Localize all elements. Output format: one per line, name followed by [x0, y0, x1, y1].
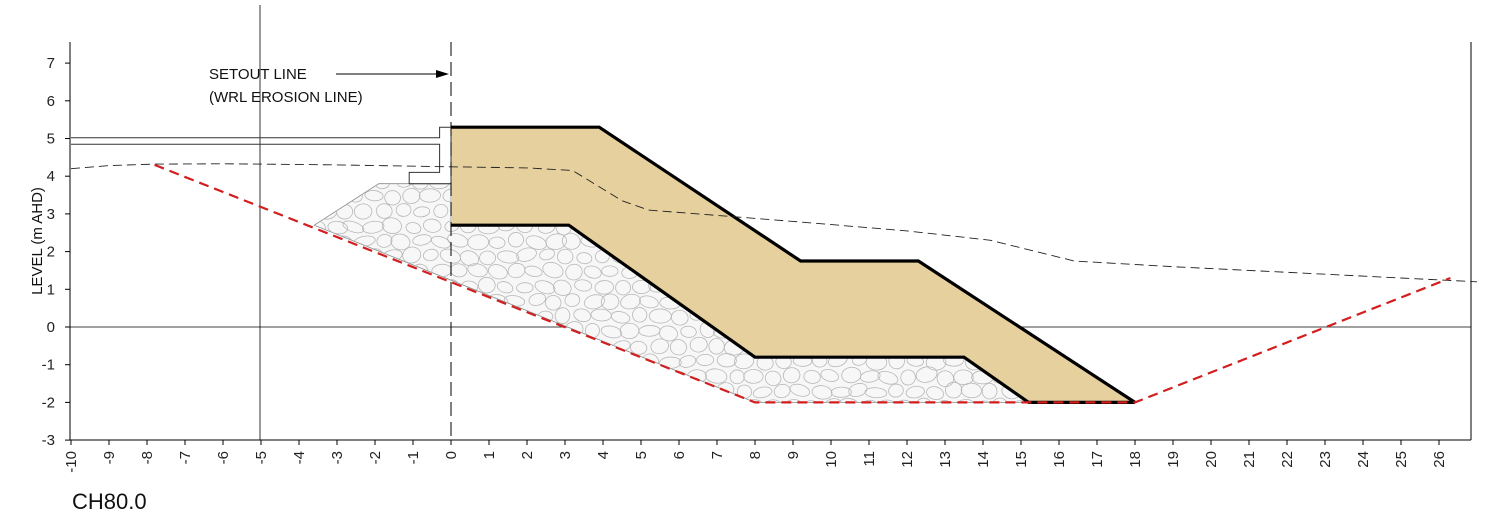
y-tick-label: -2 [42, 394, 55, 411]
existing-ground-profile [70, 163, 1478, 283]
x-tick-label: 9 [785, 451, 802, 459]
x-tick-label: -7 [177, 451, 194, 464]
y-tick-label: 7 [47, 55, 55, 72]
x-tick-label: 2 [519, 451, 536, 459]
x-tick-label: -4 [291, 451, 308, 464]
x-tick-label: 1 [481, 451, 498, 459]
y-tick-labels: -3 -2 -1 0 1 2 3 4 5 6 7 [42, 55, 55, 449]
y-axis-title: LEVEL (m AHD) [29, 187, 46, 295]
x-tick-label: 22 [1279, 451, 1296, 468]
existing-seawall-outline [71, 126, 452, 185]
x-tick-label: -3 [329, 451, 346, 464]
y-tick-label: 4 [47, 168, 55, 185]
x-tick-label: 4 [595, 451, 612, 459]
x-tick-label: 25 [1393, 451, 1410, 468]
x-tick-label: -5 [253, 451, 270, 464]
y-tick-label: 1 [47, 281, 55, 298]
x-tick-label: -1 [405, 451, 422, 464]
y-tick-label: -3 [42, 432, 55, 449]
x-tick-label: 14 [975, 451, 992, 468]
x-tick-label: -9 [101, 451, 118, 464]
x-tick-label: 16 [1051, 451, 1068, 468]
x-tick-label: -10 [63, 451, 80, 473]
x-tick-label: 10 [823, 451, 840, 468]
x-tick-label: 17 [1089, 451, 1106, 468]
x-tick-label: 23 [1317, 451, 1334, 468]
sand-filter-layer [451, 127, 1135, 403]
x-tick-label: 13 [937, 451, 954, 468]
y-tick-label: 2 [47, 244, 55, 261]
erosion-line-label: (WRL EROSION LINE) [209, 89, 363, 106]
y-tick-label: 6 [47, 93, 55, 110]
x-tick-label: 8 [747, 451, 764, 459]
x-tick-label: -6 [215, 451, 232, 464]
x-tick-label: -2 [367, 451, 384, 464]
section-label: CH80.0 [72, 489, 147, 514]
x-tick-label: 20 [1203, 451, 1220, 468]
setout-arrow-head [436, 70, 449, 78]
x-tick-label: 19 [1165, 451, 1182, 468]
setout-label: SETOUT LINE [209, 66, 307, 83]
x-tick-label: 21 [1241, 451, 1258, 468]
y-tick-label: -1 [42, 357, 55, 374]
x-tick-label: 24 [1355, 451, 1372, 468]
excavation-profile [154, 163, 1451, 404]
x-tick-label: 15 [1013, 451, 1030, 468]
y-tick-label: 5 [47, 131, 55, 148]
x-tick-label: 0 [443, 451, 460, 459]
x-tick-label: 12 [899, 451, 916, 468]
x-tick-label: -8 [139, 451, 156, 464]
x-tick-label: 11 [861, 451, 878, 467]
x-tick-label: 7 [709, 451, 726, 459]
x-tick-label: 26 [1431, 451, 1448, 468]
sand-top-outline [451, 125, 1136, 404]
x-tick-label: 5 [633, 451, 650, 459]
x-tick-labels: -10 -9 -8 -7 -6 -5 -4 -3 -2 -1 0 1 2 3 4 5 6 7 8 9 10 11 12 13 1… [63, 451, 1448, 473]
tick-marks [65, 62, 1440, 445]
x-tick-label: 3 [557, 451, 574, 459]
x-tick-label: 18 [1127, 451, 1144, 468]
y-tick-label: 3 [47, 206, 55, 223]
x-tick-label: 6 [671, 451, 688, 459]
y-tick-label: 0 [47, 319, 55, 336]
